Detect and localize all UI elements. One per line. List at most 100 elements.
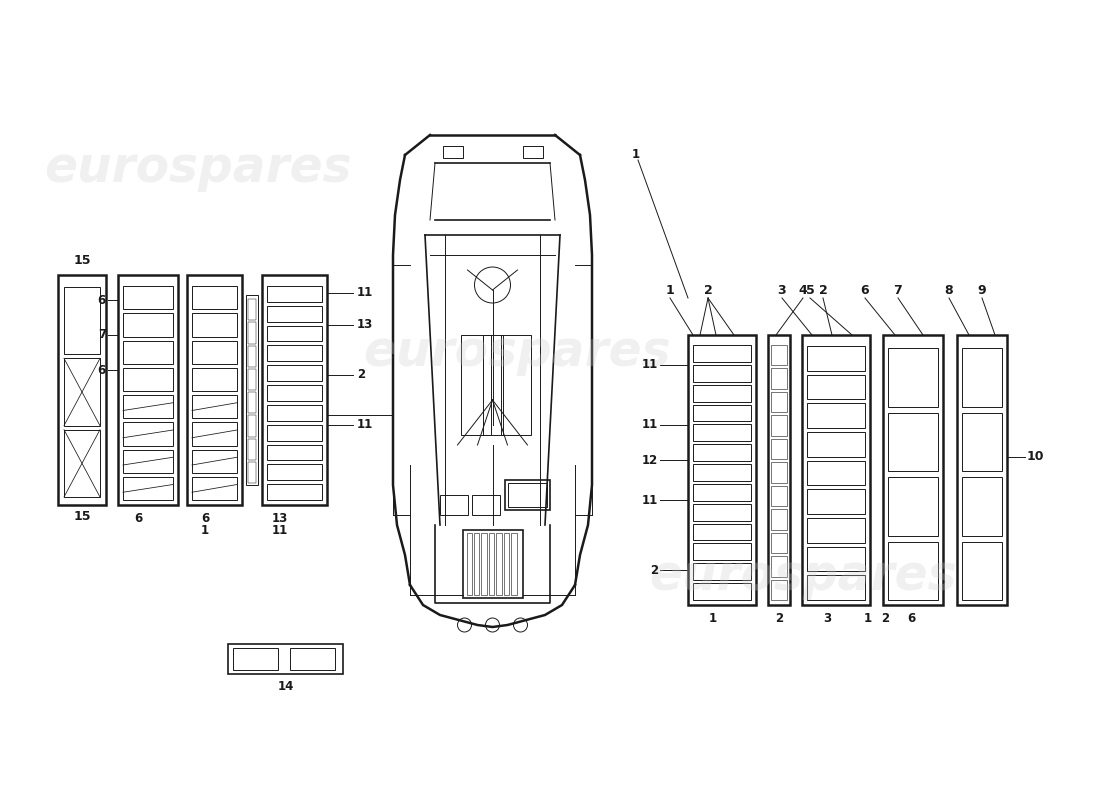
Bar <box>962 542 1002 600</box>
Bar <box>267 366 322 381</box>
Text: 2: 2 <box>818 283 827 297</box>
Bar <box>807 374 865 399</box>
Text: 7: 7 <box>98 329 106 342</box>
Text: 13: 13 <box>272 513 288 526</box>
Bar <box>123 368 173 391</box>
Bar <box>118 275 178 505</box>
Bar <box>693 543 751 560</box>
Bar <box>962 477 1002 535</box>
Bar <box>771 369 786 389</box>
Bar <box>771 462 786 482</box>
Bar <box>267 425 322 441</box>
Bar <box>504 533 509 595</box>
Text: 2: 2 <box>704 283 713 297</box>
Bar <box>693 424 751 442</box>
Bar <box>957 335 1006 605</box>
Bar <box>248 462 256 483</box>
Text: 8: 8 <box>945 283 954 297</box>
Bar <box>693 563 751 580</box>
Bar <box>488 533 494 595</box>
Bar <box>512 533 517 595</box>
Text: 5: 5 <box>805 283 814 297</box>
Text: 1: 1 <box>864 613 872 626</box>
Text: 6: 6 <box>98 294 106 306</box>
Bar <box>771 533 786 553</box>
Text: 1: 1 <box>201 525 209 538</box>
Bar <box>807 346 865 370</box>
Text: 1: 1 <box>631 149 640 162</box>
Text: 13: 13 <box>358 318 373 331</box>
Text: 11: 11 <box>641 418 658 431</box>
Bar <box>807 575 865 600</box>
Bar <box>192 341 236 364</box>
Text: 2: 2 <box>774 613 783 626</box>
Text: 7: 7 <box>893 283 902 297</box>
Bar <box>807 403 865 428</box>
Text: 3: 3 <box>778 283 786 297</box>
Bar <box>693 504 751 521</box>
Bar <box>123 314 173 337</box>
Bar <box>290 648 336 670</box>
Bar <box>693 484 751 501</box>
Bar <box>192 450 236 473</box>
Bar <box>248 346 256 366</box>
Bar <box>771 486 786 506</box>
Bar <box>192 395 236 418</box>
Bar <box>771 415 786 436</box>
Bar <box>807 461 865 486</box>
Bar <box>496 533 502 595</box>
Text: 3: 3 <box>823 613 832 626</box>
Bar <box>267 405 322 421</box>
Bar <box>123 395 173 418</box>
Text: 6: 6 <box>201 513 209 526</box>
Bar <box>888 348 938 406</box>
Bar <box>123 286 173 310</box>
Bar <box>688 335 756 605</box>
Bar <box>771 579 786 600</box>
Text: 11: 11 <box>641 358 658 371</box>
Text: eurospares: eurospares <box>44 144 352 192</box>
Bar <box>771 439 786 459</box>
Bar <box>64 430 100 497</box>
Text: 15: 15 <box>74 510 90 523</box>
Bar <box>693 464 751 481</box>
Text: 4: 4 <box>799 283 807 297</box>
Bar <box>505 480 550 510</box>
Text: 11: 11 <box>358 418 373 431</box>
Bar <box>64 358 100 426</box>
Text: 2: 2 <box>358 369 365 382</box>
Text: 10: 10 <box>1027 450 1045 463</box>
Bar <box>522 146 542 158</box>
Bar <box>483 335 503 435</box>
Text: 6: 6 <box>860 283 869 297</box>
Bar <box>267 326 322 342</box>
Text: 1: 1 <box>666 283 674 297</box>
Bar <box>267 346 322 362</box>
Text: 2: 2 <box>881 613 889 626</box>
Bar <box>233 648 278 670</box>
Bar <box>888 542 938 600</box>
Bar <box>693 345 751 362</box>
Bar <box>693 405 751 422</box>
Bar <box>262 275 327 505</box>
Bar <box>248 369 256 390</box>
Bar <box>693 524 751 541</box>
Bar <box>267 385 322 401</box>
Bar <box>192 477 236 500</box>
Text: 14: 14 <box>277 679 294 693</box>
Text: eurospares: eurospares <box>649 552 957 600</box>
Bar <box>248 438 256 460</box>
Bar <box>64 287 100 354</box>
Text: 6: 6 <box>98 363 106 377</box>
Text: 12: 12 <box>641 454 658 466</box>
Bar <box>248 299 256 320</box>
Bar <box>267 464 322 480</box>
Bar <box>508 483 547 507</box>
Text: 9: 9 <box>978 283 987 297</box>
Bar <box>123 477 173 500</box>
Bar <box>771 509 786 530</box>
Bar <box>442 146 462 158</box>
Bar <box>693 385 751 402</box>
Bar <box>192 422 236 446</box>
Bar <box>267 306 322 322</box>
